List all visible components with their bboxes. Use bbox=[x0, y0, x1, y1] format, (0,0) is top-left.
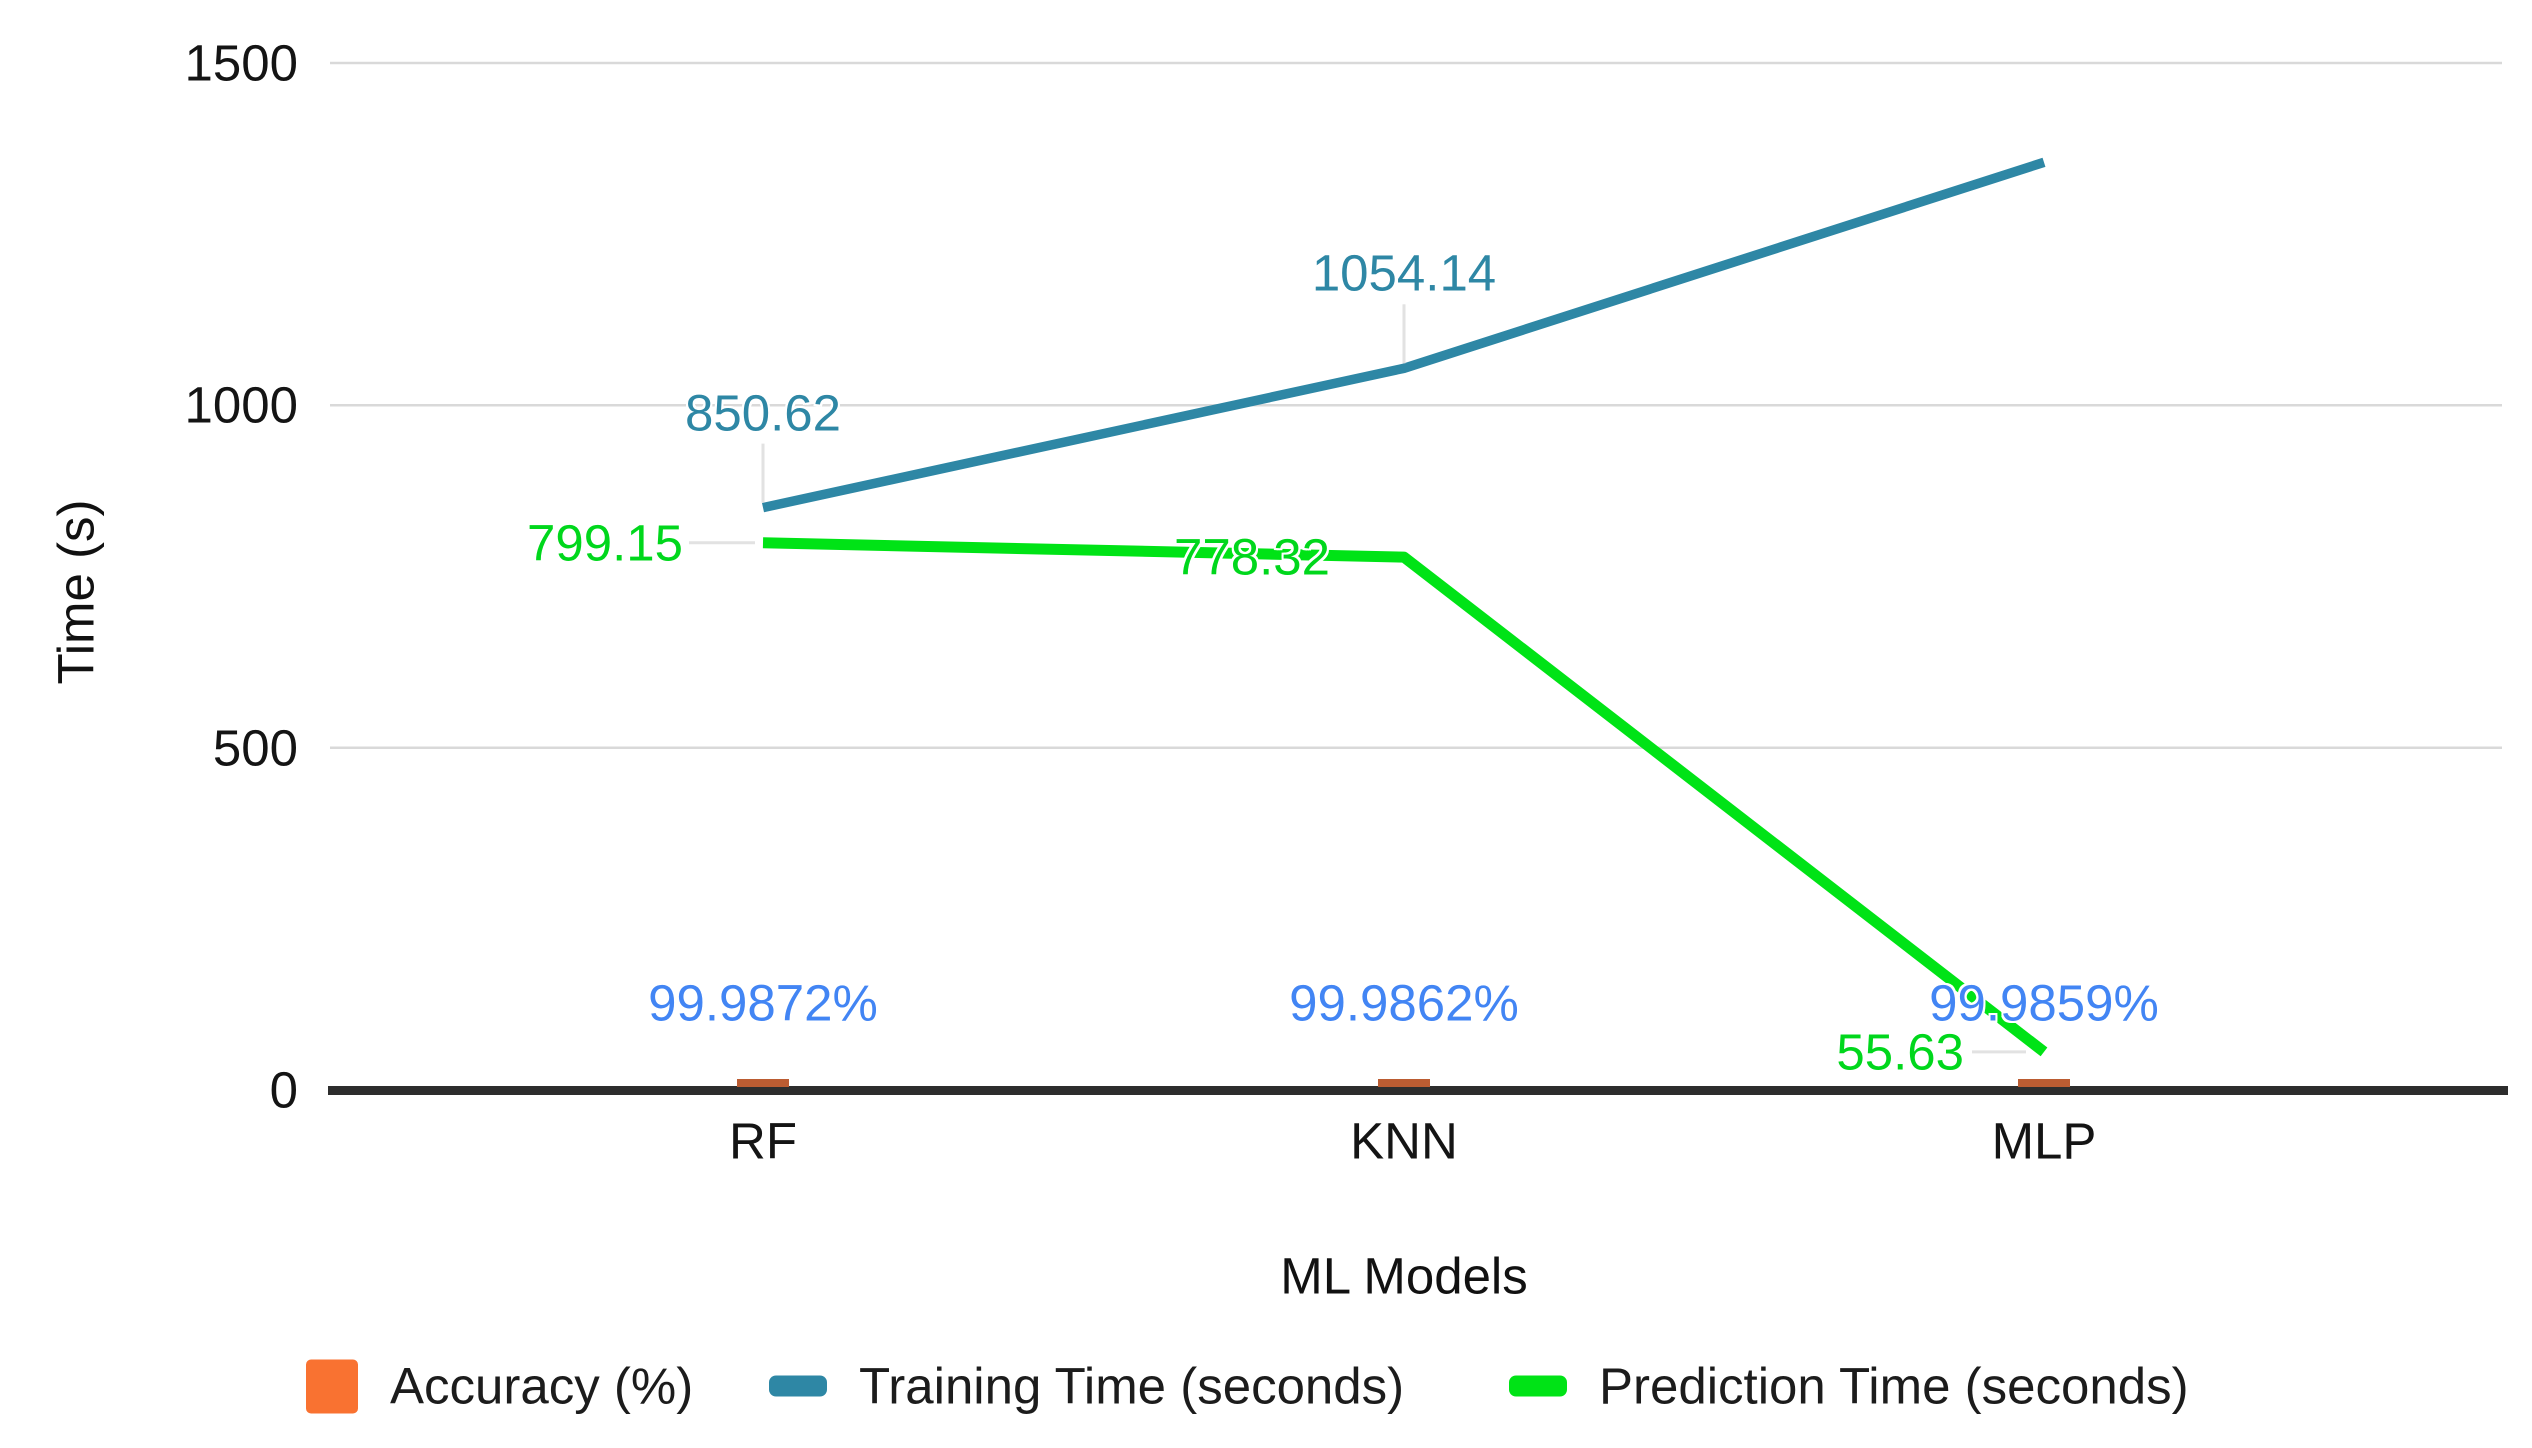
legend-label: Prediction Time (seconds) bbox=[1599, 1357, 2189, 1415]
category-label: MLP bbox=[1991, 1112, 2097, 1170]
y-tick-label: 0 bbox=[269, 1061, 298, 1119]
y-axis-title: Time (s) bbox=[47, 499, 105, 685]
accuracy-bar bbox=[1378, 1079, 1430, 1087]
data-label-training: 850.62 bbox=[685, 384, 841, 442]
legend-dash-swatch bbox=[769, 1375, 827, 1397]
category-label: KNN bbox=[1350, 1112, 1458, 1170]
legend-item: Prediction Time (seconds) bbox=[1509, 1357, 2189, 1416]
legend-square-swatch bbox=[306, 1359, 358, 1413]
data-label-accuracy: 99.9859% bbox=[1929, 974, 2159, 1032]
data-label-prediction: 55.63 bbox=[1836, 1023, 1964, 1081]
y-tick-label: 1000 bbox=[184, 376, 298, 434]
data-label-training: 1054.14 bbox=[1311, 244, 1497, 302]
category-label: RF bbox=[729, 1112, 797, 1170]
accuracy-bar bbox=[2018, 1079, 2070, 1087]
x-axis-line bbox=[328, 1086, 2508, 1095]
data-label-prediction: 778.32 bbox=[1174, 528, 1330, 586]
legend-dash-swatch bbox=[1509, 1375, 1567, 1397]
data-label-accuracy: 99.9862% bbox=[1289, 974, 1519, 1032]
data-label-prediction: 799.15 bbox=[527, 514, 683, 572]
x-axis-title: ML Models bbox=[1280, 1247, 1528, 1305]
legend-label: Accuracy (%) bbox=[390, 1357, 694, 1415]
prediction-time-line bbox=[762, 537, 2048, 1057]
y-tick-label: 1500 bbox=[184, 34, 298, 92]
data-label-accuracy: 99.9872% bbox=[648, 974, 878, 1032]
y-tick-label: 500 bbox=[212, 719, 298, 777]
accuracy-bar bbox=[737, 1079, 789, 1087]
legend-item: Accuracy (%) bbox=[306, 1357, 693, 1416]
training-time-line bbox=[761, 157, 2046, 513]
legend-item: Training Time (seconds) bbox=[769, 1357, 1404, 1416]
legend-label: Training Time (seconds) bbox=[859, 1357, 1405, 1415]
